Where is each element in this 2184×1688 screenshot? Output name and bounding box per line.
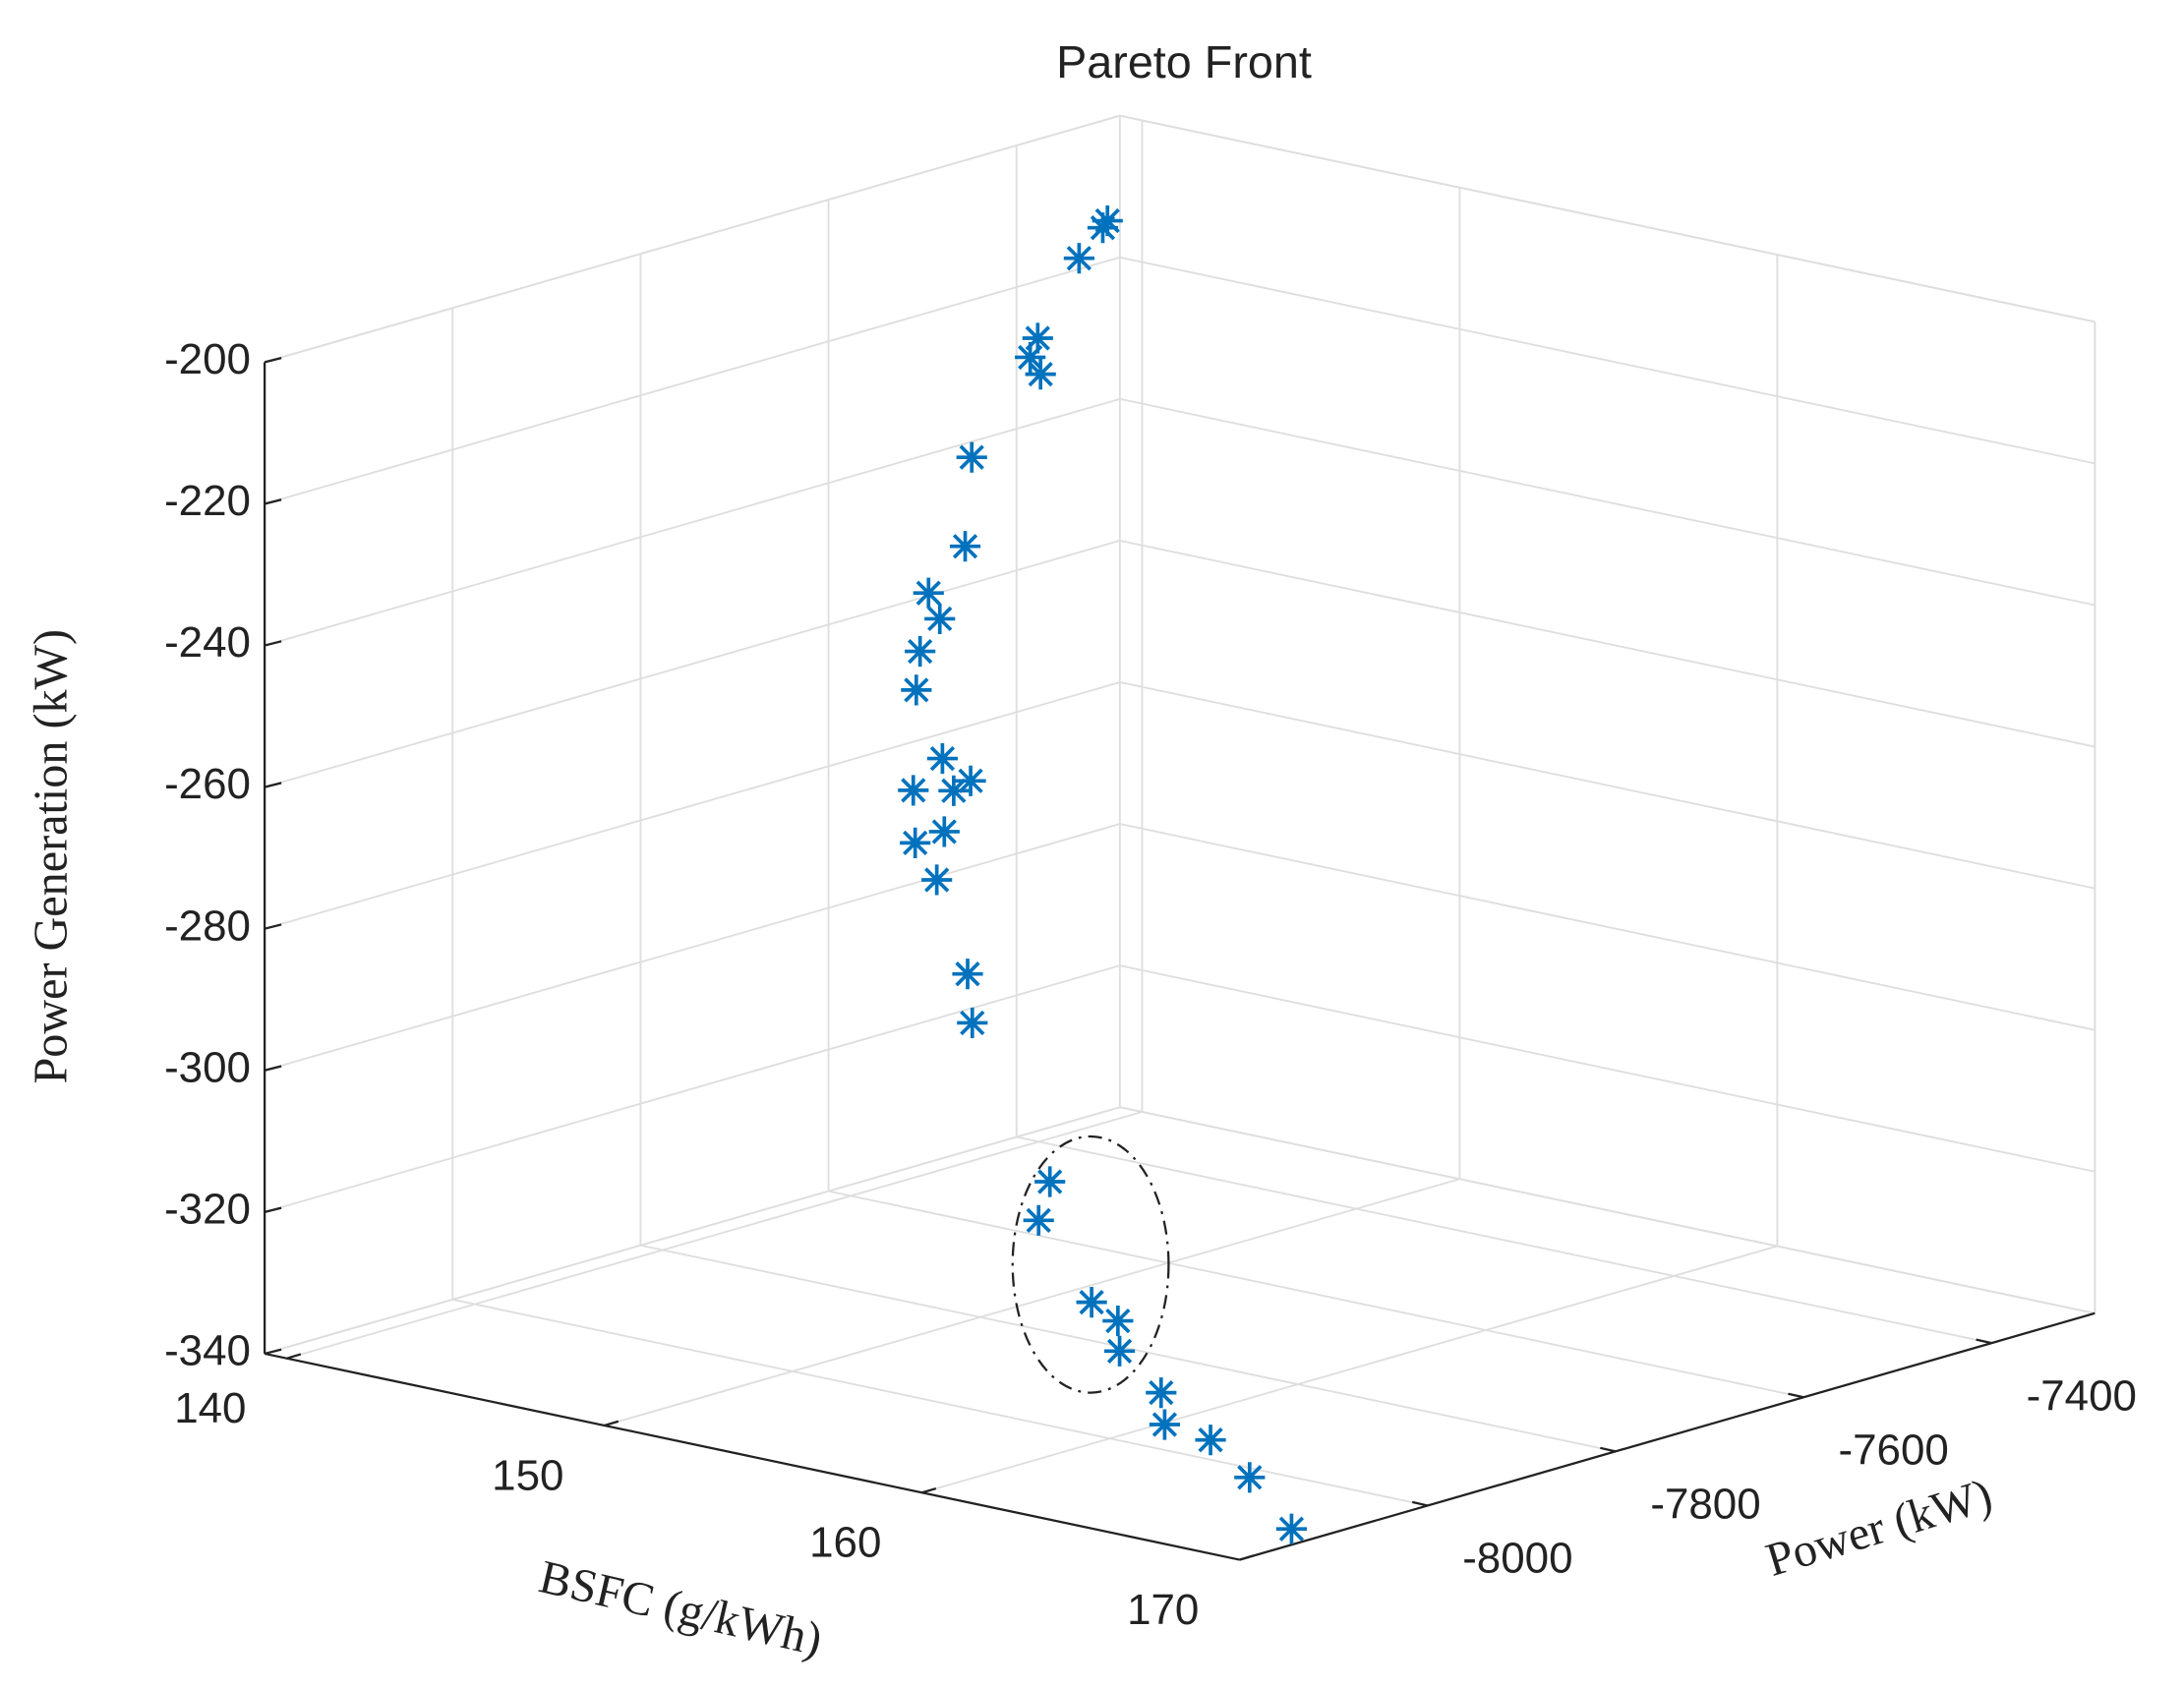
- marker: [957, 1007, 988, 1039]
- marker: [952, 959, 983, 990]
- marker: [900, 827, 931, 858]
- z-tick: [264, 1065, 282, 1072]
- x-tick: [286, 1353, 302, 1360]
- marker: [1023, 1204, 1054, 1236]
- marker: [901, 674, 932, 706]
- grid-line: [1119, 1106, 2095, 1314]
- grid-line: [1119, 964, 2095, 1173]
- y-tick: [1411, 1500, 1429, 1507]
- grid-line: [286, 1111, 1143, 1360]
- grid-line: [1119, 823, 2095, 1031]
- marker: [1234, 1462, 1266, 1493]
- y-tick-label: -7600: [1838, 1426, 1948, 1475]
- z-tick: [264, 923, 282, 930]
- y-tick: [1600, 1446, 1617, 1453]
- marker: [1087, 212, 1119, 244]
- marker: [1146, 1377, 1177, 1409]
- grid-line: [640, 1244, 1617, 1453]
- x-tick: [1239, 1554, 1255, 1561]
- marker: [924, 603, 956, 635]
- z-axis-label: Power Generation (kW): [26, 629, 78, 1084]
- z-tick: [264, 357, 282, 364]
- y-tick-label: -7400: [2027, 1371, 2137, 1420]
- grid-line: [1119, 681, 2095, 890]
- grid-line: [1119, 540, 2095, 748]
- marker: [913, 577, 944, 609]
- marker: [1015, 341, 1046, 374]
- marker: [928, 816, 960, 847]
- grid: [264, 114, 2096, 1561]
- grid-line: [921, 1245, 1778, 1494]
- grid-line: [1119, 114, 2095, 323]
- y-tick: [1976, 1338, 1992, 1345]
- x-tick: [921, 1486, 937, 1494]
- y-tick: [1788, 1392, 1804, 1399]
- z-tick-label: -280: [164, 902, 251, 950]
- marker: [1034, 1166, 1066, 1197]
- grid-line: [828, 1190, 1804, 1399]
- z-tick-label: -200: [164, 335, 251, 383]
- grid-line: [1016, 1135, 1992, 1345]
- z-tick-label: -240: [164, 618, 251, 667]
- grid-line: [452, 1298, 1428, 1507]
- marker: [1102, 1305, 1134, 1337]
- highlight-ellipse: [1011, 1135, 1170, 1394]
- z-tick-label: -320: [164, 1185, 251, 1233]
- grid-line: [264, 397, 1121, 647]
- x-tick-label: 140: [174, 1384, 246, 1432]
- x-tick-label: 150: [492, 1451, 563, 1499]
- grid-line: [264, 114, 1121, 364]
- marker: [926, 743, 958, 775]
- z-tick: [264, 1348, 282, 1356]
- marker: [956, 441, 987, 473]
- marker: [905, 636, 936, 668]
- marker: [1149, 1409, 1180, 1440]
- z-tick-label: -340: [164, 1327, 251, 1375]
- grid-line: [264, 964, 1121, 1213]
- marker: [1063, 243, 1094, 274]
- y-tick-label: -8000: [1462, 1535, 1572, 1583]
- axes: -340 -320 -300 -280 -260 -240 -220 -200 140 150 16…: [164, 335, 2137, 1634]
- y-axis-line: [1239, 1311, 2095, 1561]
- marker: [955, 765, 986, 796]
- z-tick: [264, 640, 282, 647]
- markers: [898, 204, 1307, 1544]
- grid-line: [1119, 397, 2095, 607]
- chart-title: Pareto Front: [1056, 36, 1312, 87]
- grid-line: [264, 256, 1121, 505]
- marker: [898, 775, 929, 806]
- marker: [1195, 1425, 1226, 1456]
- marker: [1025, 359, 1056, 390]
- grid-line: [264, 540, 1121, 788]
- y-tick-label: -7800: [1650, 1481, 1760, 1529]
- marker: [949, 531, 981, 562]
- marker: [1076, 1287, 1107, 1318]
- x-tick: [604, 1420, 620, 1427]
- marker: [921, 864, 953, 896]
- z-tick: [264, 1206, 282, 1213]
- marker: [938, 775, 970, 806]
- z-tick-label: -260: [164, 760, 251, 808]
- marker: [1022, 322, 1053, 354]
- grid-line: [264, 681, 1121, 930]
- x-tick-label: 160: [809, 1519, 881, 1567]
- z-tick: [264, 498, 282, 505]
- x-axis-line: [264, 1352, 1240, 1561]
- marker: [1103, 1335, 1136, 1367]
- x-tick-label: 170: [1127, 1586, 1199, 1634]
- z-tick-label: -300: [164, 1043, 251, 1091]
- z-tick-label: -220: [164, 477, 251, 525]
- grid-line: [264, 823, 1121, 1072]
- grid-line: [604, 1178, 1460, 1426]
- marker: [1275, 1513, 1307, 1544]
- z-tick: [264, 782, 282, 788]
- grid-line: [264, 1106, 1121, 1355]
- grid-line: [1119, 256, 2095, 465]
